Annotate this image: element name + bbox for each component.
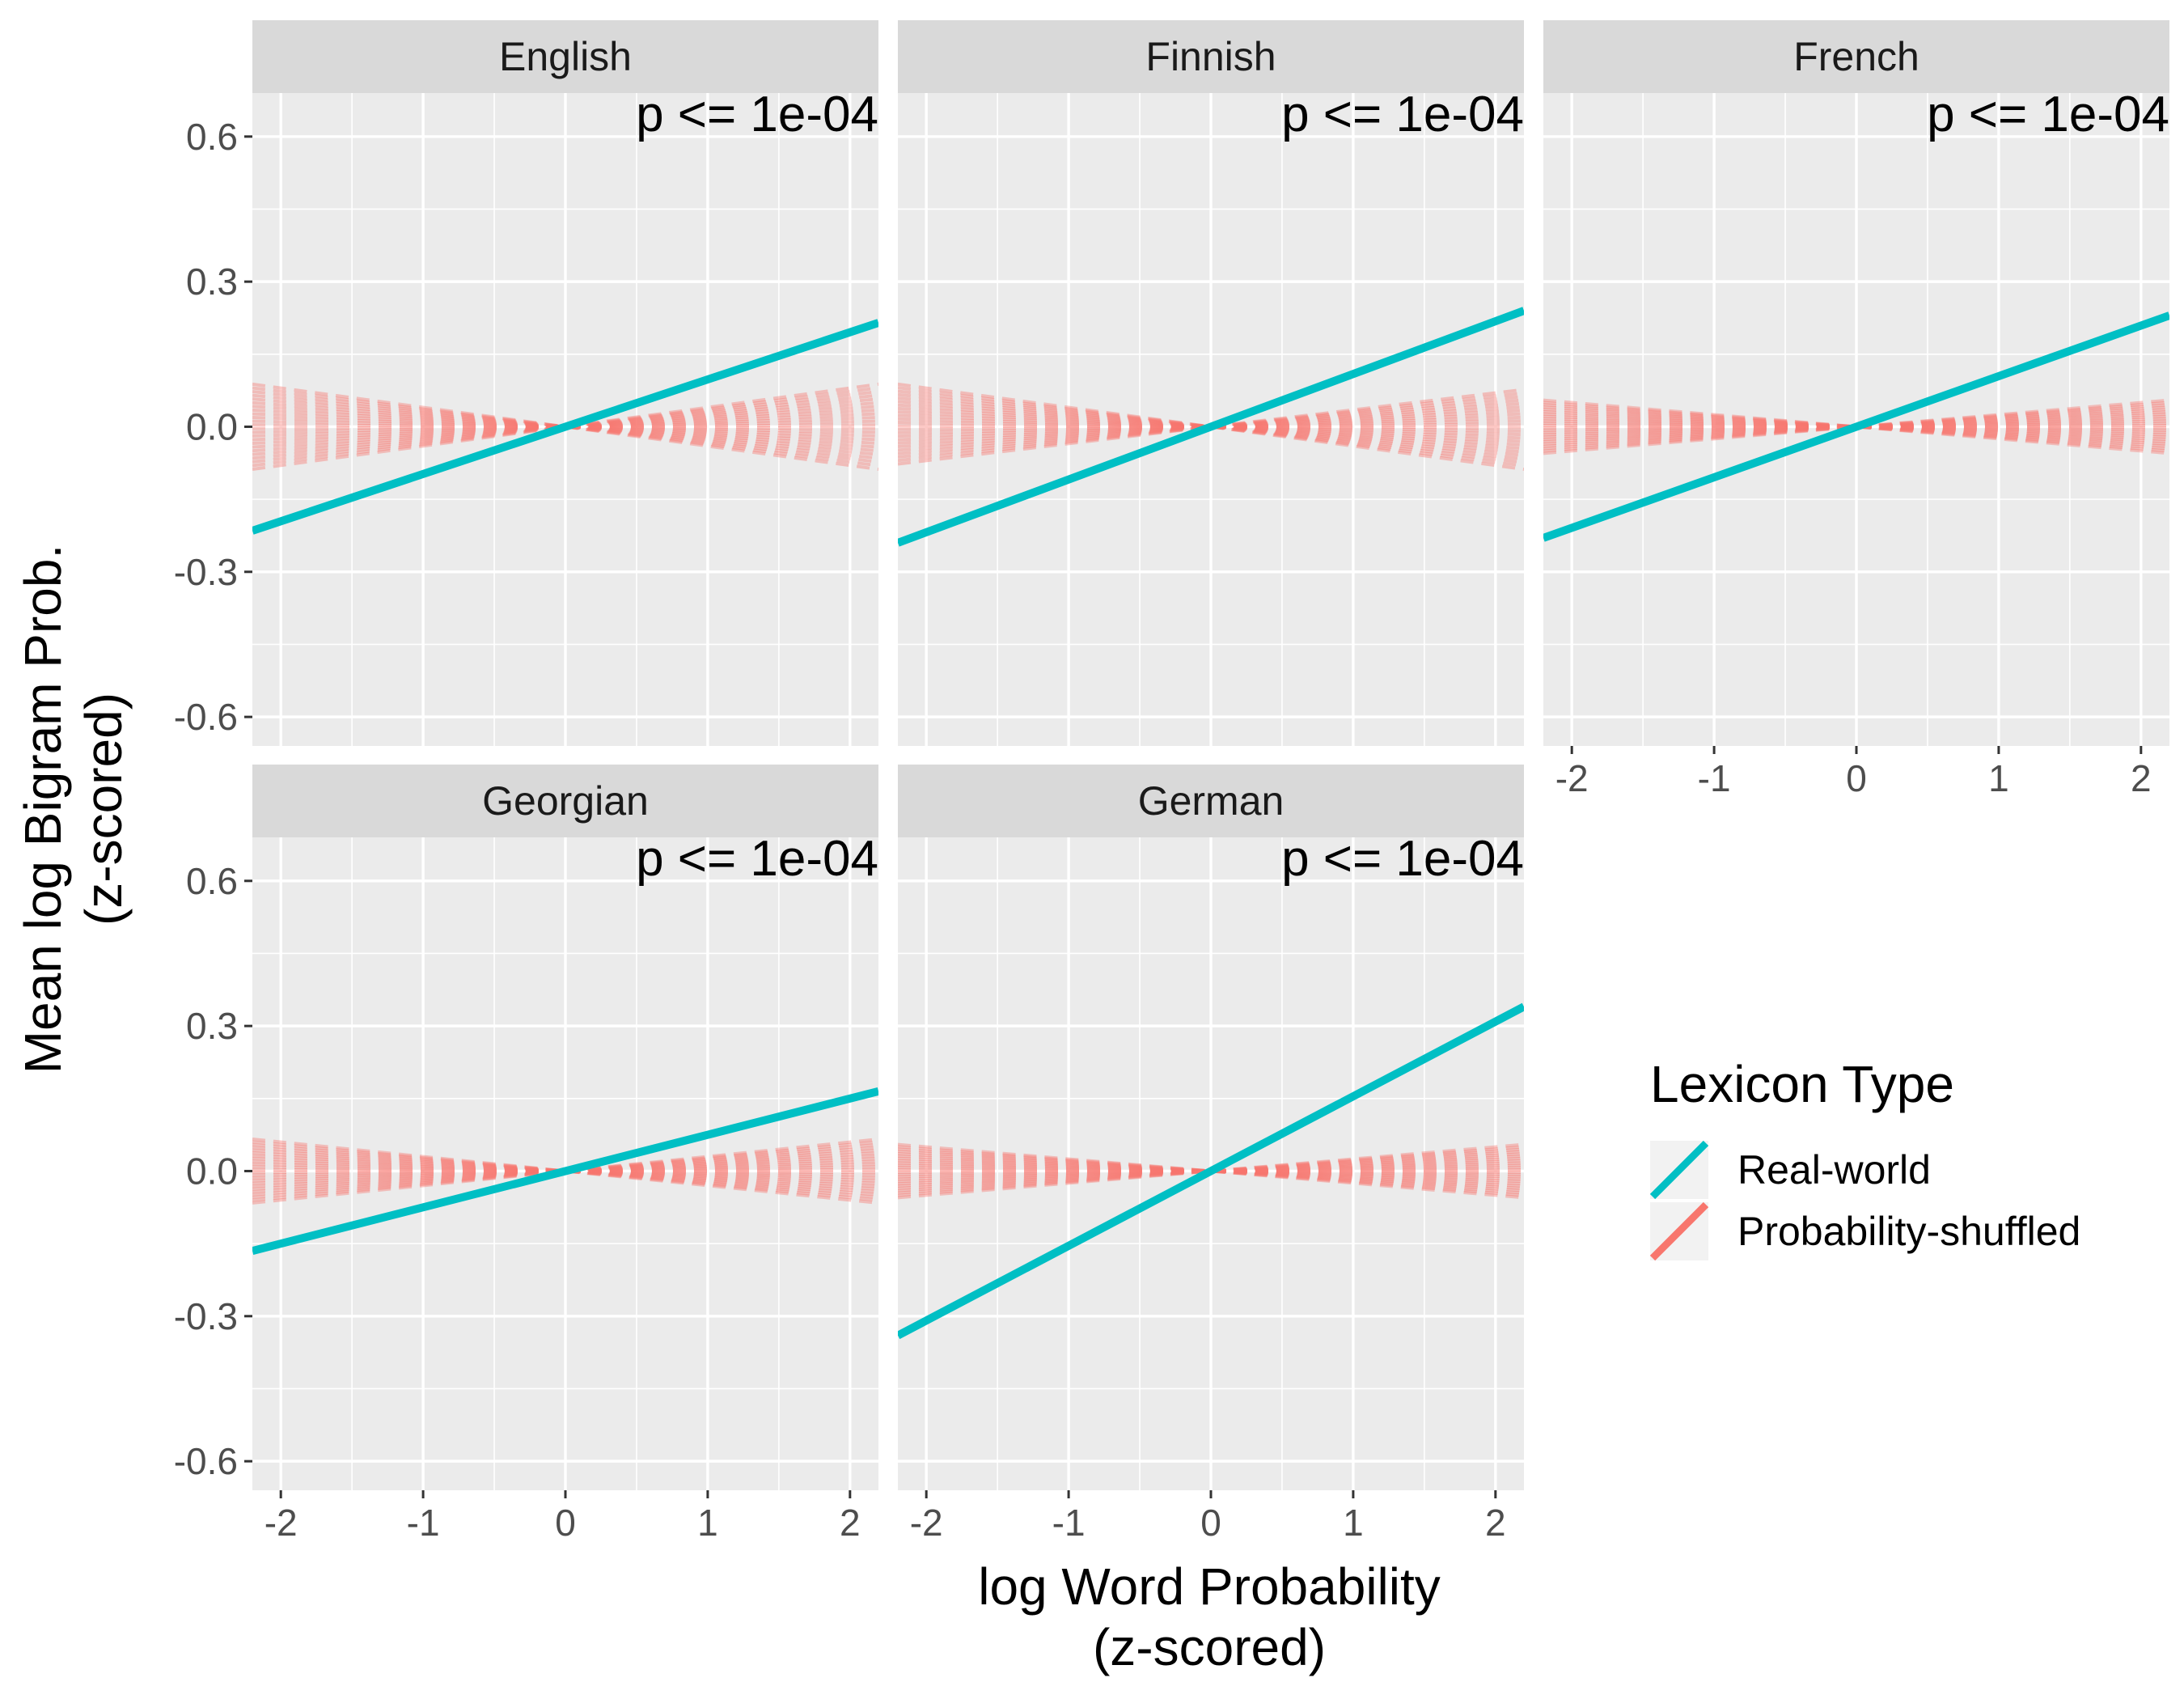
real-world-line-german (898, 1002, 1524, 1340)
real-world-line-finnish (898, 307, 1524, 547)
series-finnish (898, 307, 1524, 547)
strip-french (1543, 20, 2169, 93)
strip-label-georgian: Georgian (482, 778, 649, 824)
major-grid-georgian (252, 837, 878, 1490)
x-tick-label: -1 (1052, 1502, 1086, 1544)
y-axis-english: -0.6 -0.3 0.0 0.3 0.6 (174, 116, 252, 738)
x-tick-label: 0 (555, 1502, 576, 1544)
major-grid-german (898, 837, 1524, 1490)
real-world-line-french (1543, 311, 2169, 542)
legend-item-real-world: Real-world (1649, 1140, 1931, 1200)
x-axis-german: -2 -1 0 1 2 (910, 1490, 1506, 1544)
legend-item-probability-shuffled: Probability-shuffled (1649, 1201, 2080, 1261)
y-tick-label: 0.0 (186, 405, 238, 447)
x-tick-label: 1 (1988, 757, 2009, 799)
x-tick-label: -1 (1698, 757, 1731, 799)
x-tick-label: 0 (1846, 757, 1867, 799)
panel-german: German p <= 1e-04 -2 -1 0 1 2 (898, 765, 1524, 1544)
y-tick-label: 0.3 (186, 1005, 238, 1047)
x-tick-label: -2 (265, 1502, 298, 1544)
legend-title: Lexicon Type (1650, 1055, 1954, 1113)
x-tick-label: 1 (697, 1502, 718, 1544)
real-world-line-english (252, 319, 878, 535)
y-tick-label: -0.3 (174, 1295, 238, 1337)
series-english (252, 319, 878, 535)
legend: Lexicon Type Real-world Probability-shuf… (1649, 1055, 2080, 1261)
legend-key-shuffled-line (1649, 1201, 1709, 1261)
series-georgian (252, 1087, 878, 1255)
strip-german (898, 765, 1524, 837)
legend-label-probability-shuffled: Probability-shuffled (1737, 1209, 2080, 1254)
p-value-label-english: p <= 1e-04 (636, 87, 878, 142)
major-grid-french (1543, 93, 2169, 746)
p-value-label-german: p <= 1e-04 (1281, 831, 1524, 887)
p-value-label-finnish: p <= 1e-04 (1281, 87, 1524, 142)
y-tick-label: -0.3 (174, 551, 238, 593)
x-axis-title-line-2: (z-scored) (1093, 1618, 1326, 1676)
x-tick-label: -2 (1555, 757, 1589, 799)
y-tick-label: 0.0 (186, 1150, 238, 1192)
y-tick-label: 0.3 (186, 261, 238, 303)
legend-key-real-world-line (1649, 1140, 1709, 1200)
strip-georgian (252, 765, 878, 837)
x-tick-label: -2 (910, 1502, 943, 1544)
x-axis-title-line-1: log Word Probability (978, 1557, 1441, 1616)
series-german (898, 1002, 1524, 1340)
y-axis-georgian: -0.6 -0.3 0.0 0.3 0.6 (174, 860, 252, 1482)
y-tick-label: -0.6 (174, 696, 238, 738)
series-french (1543, 311, 2169, 542)
legend-label-real-world: Real-world (1737, 1147, 1931, 1193)
x-tick-label: 2 (840, 1502, 861, 1544)
x-tick-label: -1 (407, 1502, 440, 1544)
strip-label-finnish: Finnish (1145, 34, 1276, 79)
x-tick-label: 1 (1343, 1502, 1364, 1544)
real-world-line-georgian (252, 1087, 878, 1255)
y-tick-label: 0.6 (186, 116, 238, 158)
x-axis-french: -2 -1 0 1 2 (1555, 746, 2152, 799)
y-tick-label: -0.6 (174, 1440, 238, 1482)
p-value-label-georgian: p <= 1e-04 (636, 831, 878, 887)
strip-english (252, 20, 878, 93)
strip-finnish (898, 20, 1524, 93)
x-tick-label: 2 (2131, 757, 2152, 799)
x-axis-georgian: -2 -1 0 1 2 (265, 1490, 861, 1544)
strip-label-german: German (1138, 778, 1285, 824)
strip-label-english: English (499, 34, 632, 79)
p-value-label-french: p <= 1e-04 (1927, 87, 2169, 142)
x-tick-label: 2 (1485, 1502, 1506, 1544)
y-tick-label: 0.6 (186, 860, 238, 902)
panel-georgian: Georgian p <= 1e-04 -0.6 -0.3 0.0 0.3 0.6 -2 -1 0… (174, 765, 878, 1544)
strip-label-french: French (1793, 34, 1919, 79)
y-axis-title-line-2: (z-scored) (74, 693, 133, 926)
x-tick-label: 0 (1200, 1502, 1221, 1544)
y-axis-title-line-1: Mean log Bigram Prob. (14, 544, 72, 1074)
